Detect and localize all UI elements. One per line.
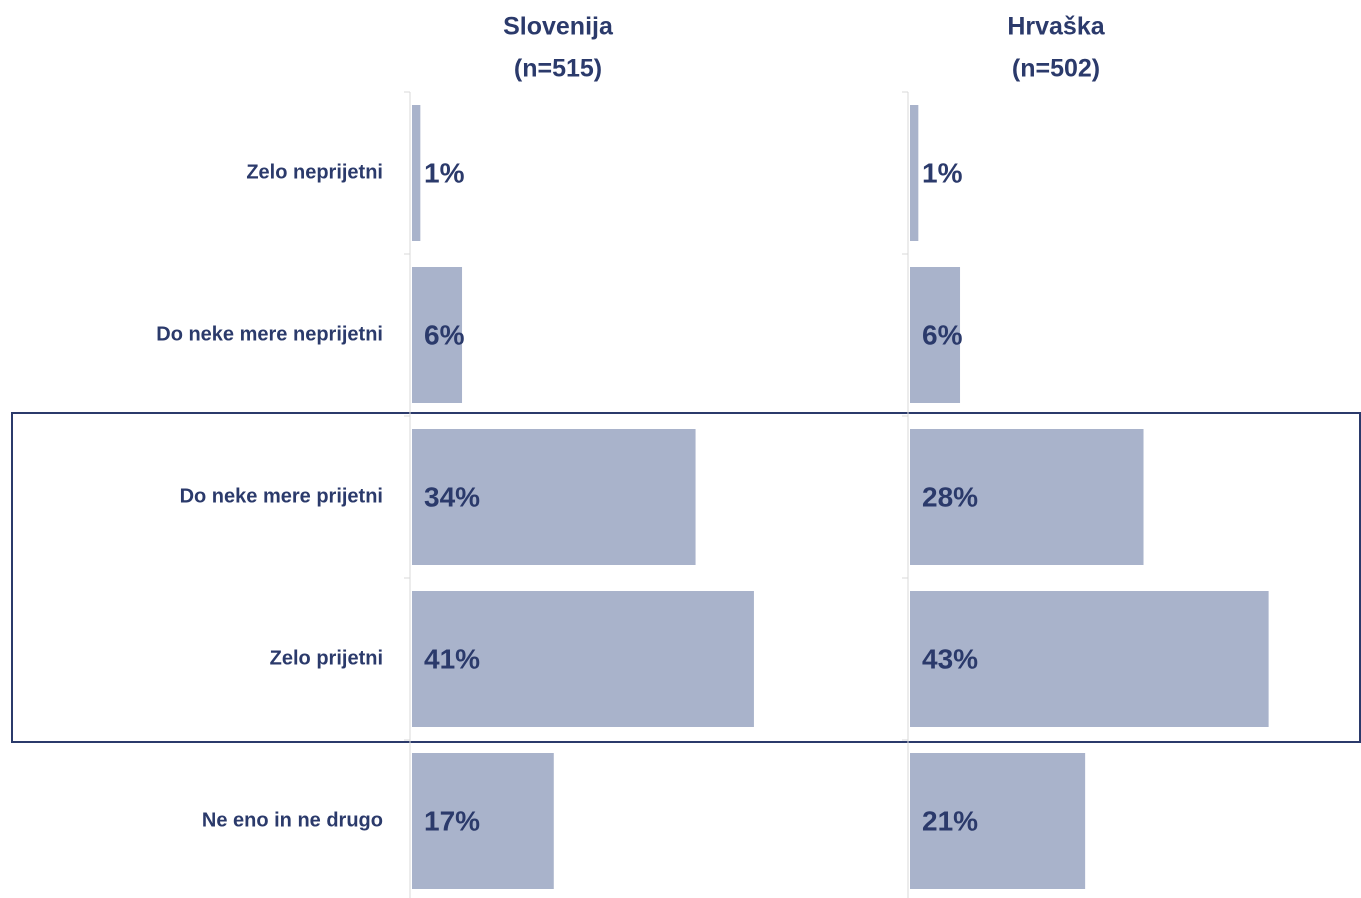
panel-subtitle: (n=515): [514, 55, 602, 83]
value-label: 6%: [424, 319, 465, 350]
highlight-box: [11, 412, 1361, 743]
panel-title: Slovenija: [503, 13, 614, 41]
value-label: 41%: [424, 643, 480, 674]
value-label: 34%: [424, 481, 480, 512]
bar: [412, 591, 754, 727]
bar: [910, 429, 1144, 565]
category-label: Do neke mere neprijetni: [156, 323, 383, 345]
value-label: 6%: [922, 319, 963, 350]
bar: [910, 105, 919, 241]
value-label: 1%: [922, 157, 963, 188]
bar: [412, 429, 696, 565]
value-label: 17%: [424, 805, 480, 836]
category-label: Zelo prijetni: [270, 647, 383, 669]
value-label: 43%: [922, 643, 978, 674]
bar: [910, 591, 1269, 727]
bar: [910, 267, 961, 403]
value-label: 1%: [424, 157, 465, 188]
category-label: Ne eno in ne drugo: [202, 809, 383, 831]
bar: [412, 105, 421, 241]
value-label: 28%: [922, 481, 978, 512]
category-label: Zelo neprijetni: [246, 161, 383, 183]
category-label: Do neke mere prijetni: [180, 485, 383, 507]
panel-title: Hrvaška: [1007, 13, 1105, 41]
value-label: 21%: [922, 805, 978, 836]
bar: [412, 267, 463, 403]
panel-subtitle: (n=502): [1012, 55, 1100, 83]
bar: [412, 753, 554, 889]
bar: [910, 753, 1086, 889]
